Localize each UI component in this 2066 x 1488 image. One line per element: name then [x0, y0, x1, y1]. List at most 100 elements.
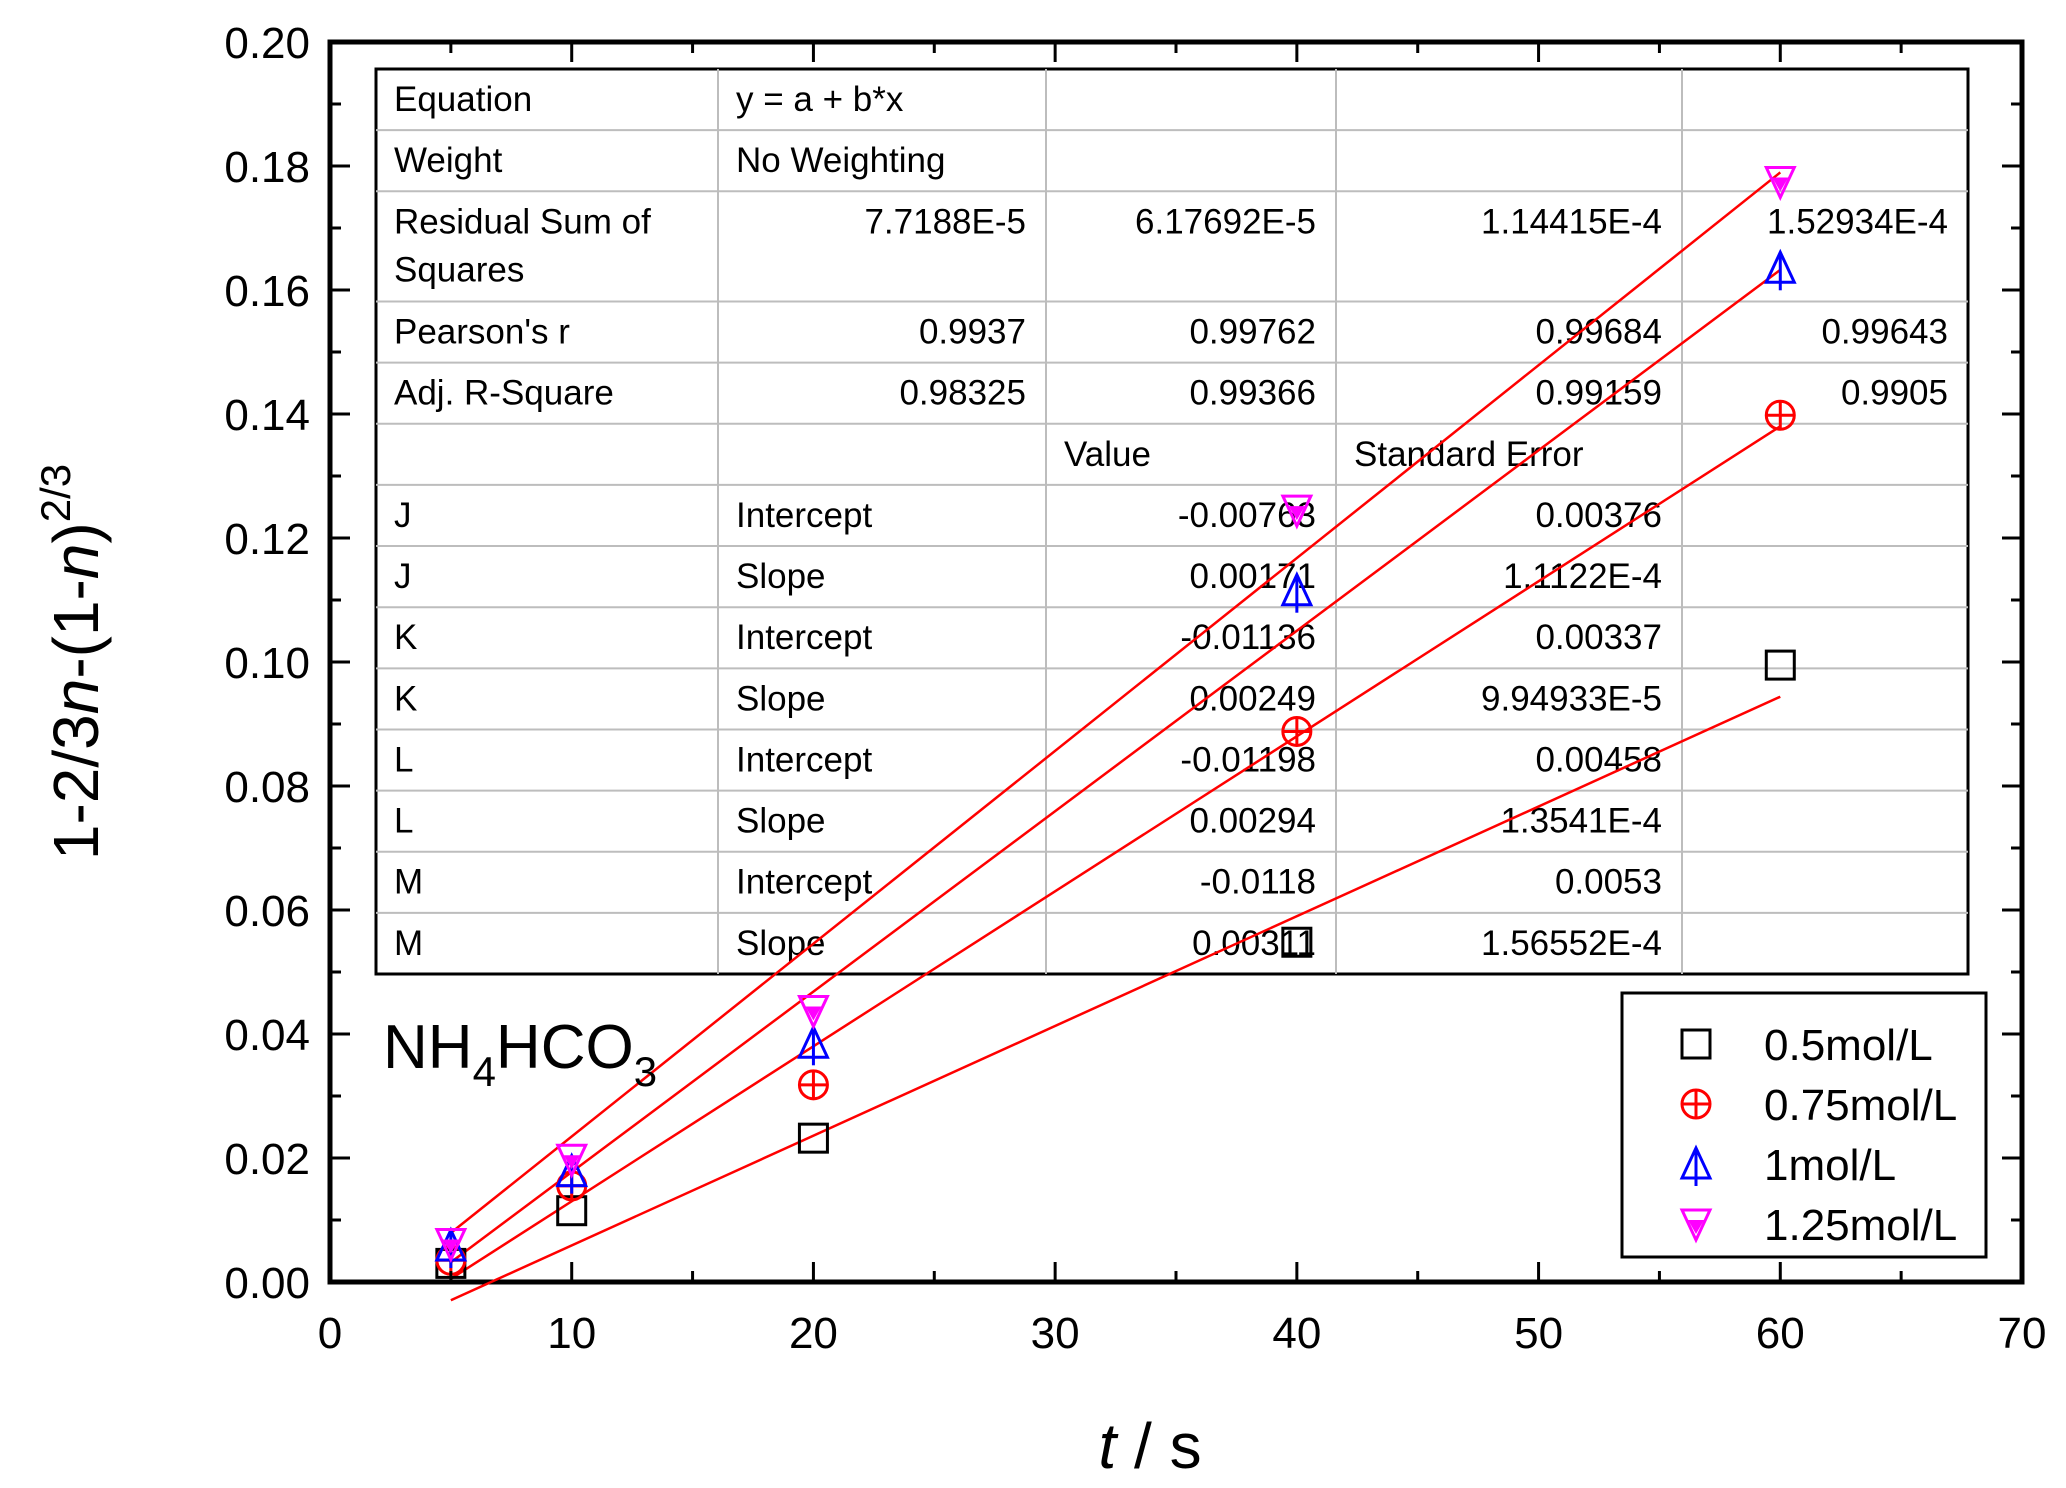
- table-cell: Weight: [394, 141, 503, 180]
- table-cell: J: [394, 496, 412, 535]
- table-cell: 0.98325: [899, 374, 1026, 413]
- legend-label: 0.75mol/L: [1764, 1081, 1957, 1130]
- table-cell: 6.17692E-5: [1135, 202, 1316, 241]
- table-cell: Slope: [736, 557, 826, 596]
- table-cell: Intercept: [736, 618, 872, 657]
- data-point: [1280, 494, 1314, 530]
- table-cell: Slope: [736, 802, 826, 841]
- data-point: [1280, 571, 1314, 613]
- y-tick-label: 0.12: [224, 515, 310, 564]
- data-point: [797, 994, 830, 1030]
- table-cell: K: [394, 618, 417, 657]
- y-tick-label: 0.16: [224, 267, 310, 316]
- y-tick-label: 0.20: [224, 19, 310, 68]
- data-point: [1764, 399, 1796, 431]
- table-cell: J: [394, 557, 412, 596]
- fit-lines: [450, 171, 1782, 1302]
- x-axis-title: t / s: [1098, 1410, 1201, 1482]
- data-point: [1281, 715, 1313, 747]
- table-frame: [374, 67, 1970, 976]
- table-cell: y = a + b*x: [736, 80, 904, 119]
- x-tick-label: 70: [1998, 1309, 2047, 1358]
- table-cell: 1.52934E-4: [1767, 202, 1948, 241]
- data-point: [1680, 1088, 1712, 1120]
- table-cell: 0.9937: [919, 313, 1026, 352]
- data-point: [555, 1143, 589, 1179]
- legend-label: 1.25mol/L: [1764, 1201, 1957, 1250]
- y-tick-label: 0.08: [224, 763, 310, 812]
- table-cell: 0.99643: [1821, 313, 1948, 352]
- fit-results-table: Equation y = a + b*x Weight No Weighting Res…: [374, 67, 1970, 976]
- legend-label: 0.5mol/L: [1764, 1021, 1933, 1070]
- table-cell: Value: [1064, 435, 1151, 474]
- table-cell: Squares: [394, 250, 524, 289]
- y-tick-label: 0.00: [224, 1259, 310, 1308]
- table-cell: 1.14415E-4: [1481, 202, 1662, 241]
- table-cell: Intercept: [736, 863, 872, 902]
- table-cell: Residual Sum of: [394, 202, 651, 241]
- table-cell: Adj. R-Square: [394, 374, 614, 413]
- table-cell: 0.00249: [1189, 679, 1316, 718]
- x-tick-label: 60: [1756, 1309, 1805, 1358]
- table-cell: M: [394, 863, 423, 902]
- fit-line: [450, 695, 1781, 1302]
- table-cell: -0.0118: [1200, 863, 1316, 902]
- table-cell: Intercept: [736, 496, 872, 535]
- x-tick-label: 20: [789, 1309, 838, 1358]
- data-point: [1763, 166, 1797, 202]
- data-point: [797, 1023, 830, 1066]
- table-cell: 0.99684: [1535, 313, 1662, 352]
- table-cell: No Weighting: [736, 141, 945, 180]
- table-cell: Standard Error: [1354, 435, 1584, 474]
- table-cell: 1.56552E-4: [1481, 924, 1662, 963]
- table-cell: M: [394, 924, 423, 963]
- y-tick-label: 0.10: [224, 639, 310, 688]
- y-tick-label: 0.04: [224, 1011, 310, 1060]
- y-tick-label: 0.18: [224, 143, 310, 192]
- legend: 0.5mol/L 0.75mol/L 1mol/L 1.25mol/L: [1620, 991, 1988, 1259]
- table-cell: 0.00337: [1535, 618, 1662, 657]
- y-tick-label: 0.14: [224, 391, 310, 440]
- data-markers: [434, 166, 1797, 1279]
- x-tick-label: 50: [1514, 1309, 1563, 1358]
- table-cell: 0.99366: [1189, 374, 1316, 413]
- table-cell: 7.7188E-5: [864, 202, 1026, 241]
- data-point: [797, 1069, 829, 1101]
- table-cell: 0.00294: [1189, 802, 1316, 841]
- data-point: [1763, 248, 1797, 291]
- data-point: [1680, 1028, 1712, 1060]
- y-tick-label: 0.02: [224, 1135, 310, 1184]
- chemical-annotation: NH4HCO3: [383, 1013, 657, 1095]
- table-cell: 9.94933E-5: [1481, 679, 1662, 718]
- table-cell: Equation: [394, 80, 532, 119]
- table-cell: 0.0053: [1555, 863, 1662, 902]
- data-point: [1679, 1208, 1713, 1244]
- table-cell: Slope: [736, 924, 826, 963]
- fit-line: [450, 425, 1781, 1280]
- axis-ticks: 0 10 20 30 40 50 60 70 0.00 0.02 0.04 0.06 0.08 0.10 0…: [224, 19, 2046, 1358]
- legend-label: 1mol/L: [1764, 1141, 1896, 1190]
- x-tick-label: 0: [318, 1309, 342, 1358]
- table-cell: Pearson's r: [394, 313, 570, 352]
- data-point: [1764, 649, 1796, 681]
- x-tick-label: 10: [547, 1309, 596, 1358]
- data-point: [1679, 1144, 1713, 1186]
- data-point: [434, 1228, 468, 1264]
- table-cell: -0.01198: [1180, 740, 1316, 779]
- data-point: [1281, 926, 1313, 958]
- fit-line: [450, 171, 1782, 1234]
- y-tick-label: 0.06: [224, 887, 310, 936]
- table-cell: Intercept: [736, 740, 872, 779]
- y-axis-title: 1-2/3n-(1-n)2/3: [32, 464, 112, 860]
- data-point: [797, 1122, 829, 1154]
- table-cell: 1.1122E-4: [1503, 557, 1662, 596]
- table-cell: Slope: [736, 679, 826, 718]
- table-cell: 0.9905: [1841, 374, 1948, 413]
- table-cell: -0.01136: [1180, 618, 1316, 657]
- table-cell: 0.99762: [1189, 313, 1316, 352]
- table-cell: L: [394, 802, 413, 841]
- table-cell: 1.3541E-4: [1500, 802, 1662, 841]
- fit-line: [450, 268, 1782, 1264]
- x-tick-label: 30: [1031, 1309, 1080, 1358]
